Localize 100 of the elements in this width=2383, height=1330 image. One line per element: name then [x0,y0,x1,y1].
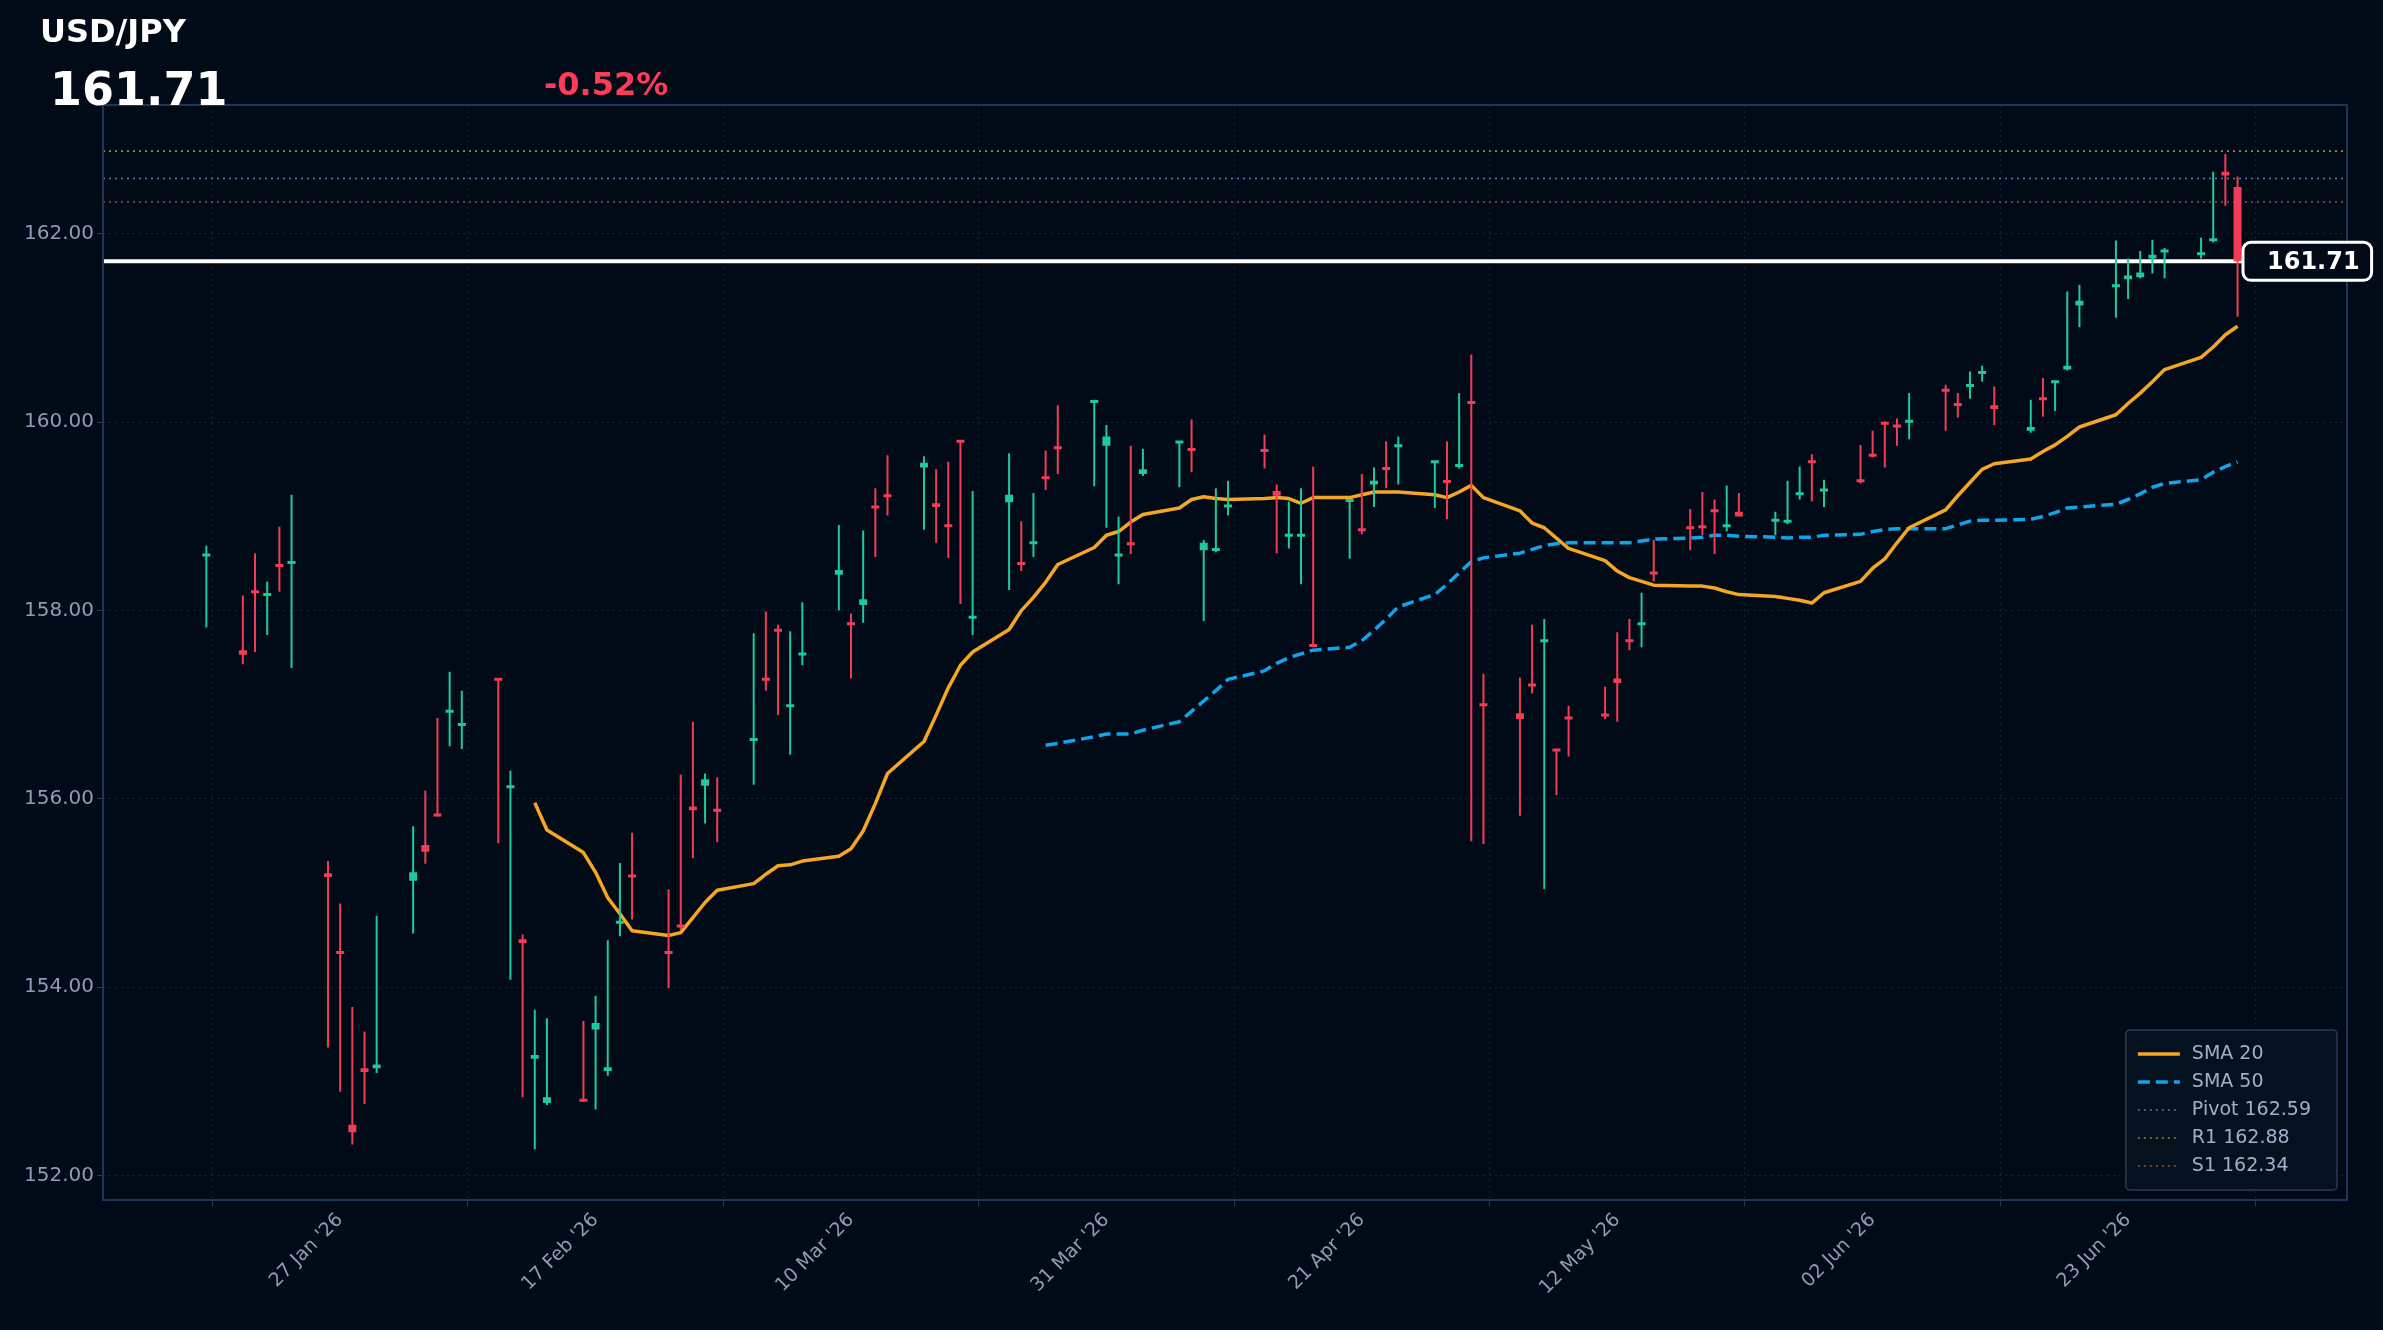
candlestick [2124,258,2133,299]
ref-line-label: 161.71 [2267,246,2360,275]
candlestick [1637,592,1646,648]
candlestick [2026,399,2035,433]
candlestick [1868,430,1877,458]
candlestick [713,777,722,843]
legend-label: SMA 50 [2191,1068,2264,1091]
candlestick [251,553,260,653]
candlestick [2075,284,2084,328]
chart-title: USD/JPY [40,12,186,50]
candlestick [1394,436,1403,485]
candlestick [628,832,637,920]
candlestick [919,456,928,530]
candlestick [1260,434,1269,469]
candlestick [834,524,843,611]
candlestick [287,494,296,669]
candlestick [1710,499,1719,555]
chart-subtitle: 161.71 [50,62,228,116]
candlestick [1990,386,1999,426]
candlestick [542,1018,551,1105]
candlestick [202,545,211,628]
candlestick [1442,441,1451,520]
candlestick [1649,539,1658,582]
candlestick [1455,393,1464,469]
legend-label: R1 162.88 [2191,1124,2290,1147]
text: -0.52% [544,65,669,103]
candlestick [1625,619,1634,651]
candlestick [2111,240,2120,318]
candlestick [1795,466,1804,500]
x-tick-label: 02 Jun '26 [1796,1207,1879,1291]
candlestick [1722,485,1731,532]
candlestick [2051,380,2060,411]
y-tick-label: 156.00 [24,785,94,810]
candlestick [336,903,345,1092]
candlestick [1053,405,1062,475]
candlestick [749,633,758,785]
candlestick [1114,516,1123,585]
candlestick [1686,508,1695,551]
candlestick [1126,445,1135,555]
candlestick [457,690,466,750]
candlestick [324,861,333,1048]
candlestick [238,595,247,665]
candlestick [275,526,284,592]
y-tick-label: 162.00 [24,220,94,245]
candlestick [530,1009,539,1150]
candlestick [348,1006,357,1145]
candlestick [664,889,673,989]
candlestick [1771,511,1780,536]
candlestick [1345,498,1354,559]
candlestick [1564,705,1573,757]
candlestick [2221,153,2230,206]
candlestick [579,1021,588,1103]
x-tick-label: 17 Feb '26 [516,1207,602,1294]
candlestick [1613,632,1622,722]
legend-label: Pivot 162.59 [2191,1096,2312,1119]
candlestick [1807,454,1816,502]
candlestick [1515,677,1524,816]
candlestick [421,790,430,864]
candlestick [1029,492,1038,557]
candlestick [676,774,685,930]
candlestick [1965,371,1974,399]
candlestick [1892,418,1901,446]
candlestick [1224,480,1233,516]
candlestick [786,631,795,755]
candlestick [2063,291,2072,371]
candlestick [1467,354,1476,842]
candlestick [1017,521,1026,572]
candlestick [1284,501,1293,549]
candlestick [956,439,965,605]
candlestick [2160,248,2169,279]
candlestick [1090,399,1099,487]
candlestick [1369,467,1378,508]
candlestick [871,488,880,557]
candlestick [494,677,503,844]
candlestick [1953,393,1962,418]
y-tick-label: 154.00 [24,973,94,998]
candlestick [1357,474,1366,535]
candlestick [761,611,770,691]
candlestick [847,613,855,679]
y-tick-label: 152.00 [24,1161,94,1186]
candlestick [1102,425,1111,528]
candlestick [409,826,418,934]
x-tick-label: 31 Mar '26 [1025,1207,1113,1296]
candlestick [506,770,515,980]
candlestick [1905,393,1914,440]
candlestick [1297,488,1306,585]
candlestick [1211,488,1220,553]
candlestick [2038,378,2047,417]
candlestick [1783,480,1792,524]
x-tick-label: 10 Mar '26 [769,1207,858,1296]
candlestick [1309,466,1318,648]
candlestick [360,1031,369,1104]
x-tick-label: 27 Jan '26 [263,1207,347,1291]
candlestick [433,717,442,817]
candlestick [688,721,697,859]
candlestick [1552,748,1561,796]
candlestick [1528,624,1537,694]
candlestick [1698,491,1707,536]
candlestick [372,915,381,1073]
candlestick [1041,450,1050,491]
